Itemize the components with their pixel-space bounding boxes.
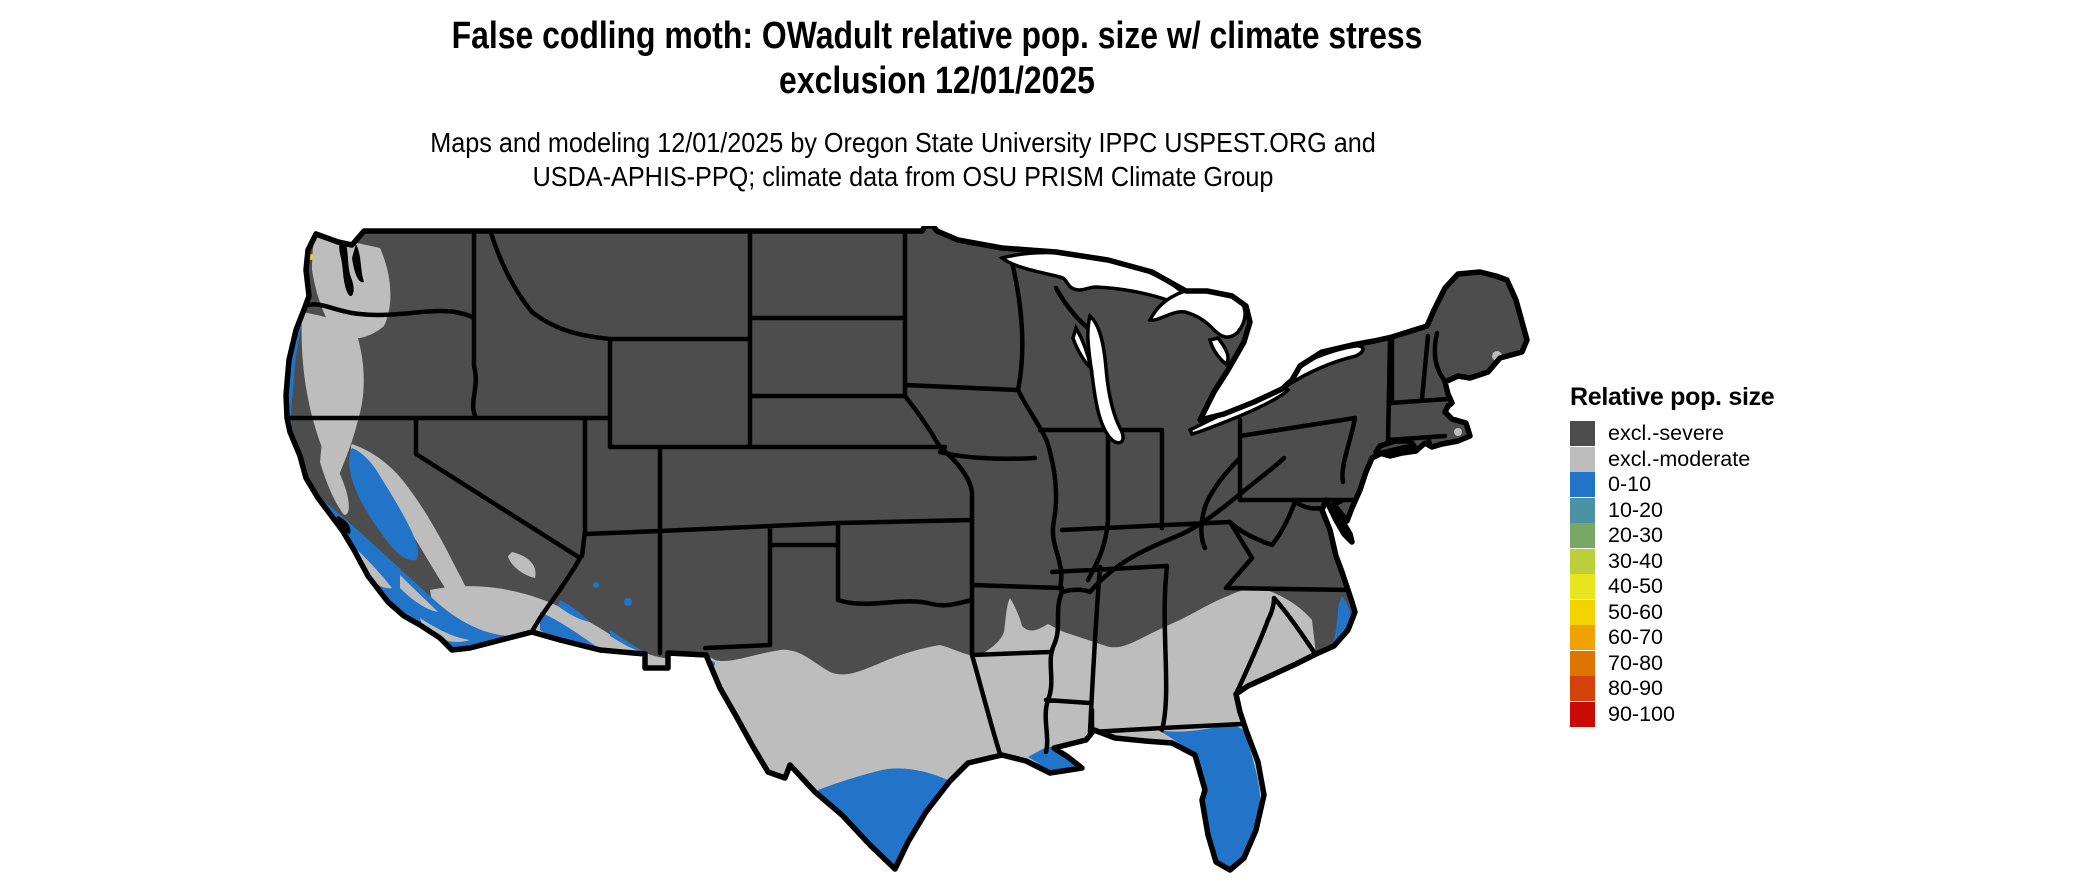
legend-swatch-3: [1570, 497, 1595, 523]
legend-swatch-10: [1570, 676, 1595, 702]
region-blue-az-speck-2: [593, 582, 599, 588]
legend-title: Relative pop. size: [1570, 383, 1775, 411]
legend-item-40-50: 40-50: [1570, 574, 1774, 600]
region-blue-keys-2: [1209, 877, 1217, 885]
legend: Relative pop. size excl.-severe excl.-mod…: [1570, 383, 1775, 727]
us-outline: [283, 223, 1530, 873]
legend-swatch-2: [1570, 472, 1595, 498]
legend-label-8: 60-70: [1608, 625, 1663, 649]
region-moderate-capecod-speck: [1454, 428, 1462, 436]
region-moderate-socal-mtn-1: [352, 545, 392, 589]
legend-swatch-9: [1570, 650, 1595, 676]
subtitle-line-1: Maps and modeling 12/01/2025 by Oregon S…: [430, 127, 1376, 158]
region-blue-delta: [1028, 746, 1082, 770]
title-line-1: False codling moth: OWadult relative pop…: [451, 15, 1423, 57]
legend-label-4: 20-30: [1608, 523, 1663, 547]
legend-swatch-6: [1570, 574, 1595, 600]
region-moderate-southwest: [430, 586, 710, 668]
region-blue-az-speck-1: [624, 598, 632, 606]
legend-item-20-30: 20-30: [1570, 523, 1774, 549]
legend-item-30-40: 30-40: [1570, 548, 1774, 575]
legend-label-7: 50-60: [1608, 599, 1663, 624]
legend-label-3: 10-20: [1608, 497, 1663, 522]
region-moderate-socal-mtn-2: [400, 575, 438, 612]
legend-swatch-8: [1570, 625, 1595, 651]
chart-title: False codling moth: OWadult relative pop…: [359, 14, 1515, 104]
legend-label-6: 40-50: [1608, 574, 1663, 598]
legend-item-excl.-moderate: excl.-moderate: [1570, 446, 1774, 473]
legend-swatch-4: [1570, 523, 1595, 549]
region-blue-keys-4: [1182, 881, 1188, 887]
legend-swatch-7: [1570, 599, 1595, 625]
region-blue-keys-1: [1196, 872, 1204, 880]
us-map-svg: [283, 223, 1530, 887]
region-blue-florida: [1158, 724, 1260, 870]
legend-item-90-100: 90-100: [1570, 701, 1774, 728]
legend-item-0-10: 0-10: [1570, 472, 1774, 498]
legend-label-10: 80-90: [1608, 676, 1663, 700]
title-line-2: exclusion 12/01/2025: [779, 60, 1095, 102]
legend-item-70-80: 70-80: [1570, 650, 1774, 677]
region-blue-outer-banks: [1332, 596, 1351, 648]
chart-subtitle: Maps and modeling 12/01/2025 by Oregon S…: [378, 126, 1429, 194]
legend-item-10-20: 10-20: [1570, 497, 1774, 524]
legend-label-2: 0-10: [1608, 472, 1652, 496]
region-moderate-ca-coast-range: [320, 440, 349, 515]
legend-label-5: 30-40: [1608, 548, 1663, 573]
us-map: [228, 223, 1563, 892]
region-blue-keys-3: [1223, 875, 1229, 881]
legend-swatch-1: [1570, 446, 1595, 472]
legend-item-excl.-severe: excl.-severe: [1570, 421, 1774, 447]
green-bay: [1071, 323, 1094, 373]
legend-swatch-0: [1570, 421, 1595, 447]
legend-swatch-5: [1570, 548, 1595, 574]
region-moderate-maine-speck-2: [1506, 360, 1514, 368]
state-borders: [286, 226, 1451, 757]
region-blue-arizona-2: [558, 600, 590, 622]
legend-label-11: 90-100: [1608, 701, 1675, 726]
legend-label-0: excl.-severe: [1608, 421, 1724, 445]
region-blue-arizona: [540, 612, 640, 666]
puget-sound-2: [352, 244, 364, 283]
legend-label-1: excl.-moderate: [1608, 446, 1751, 471]
region-moderate-oregon-valley: [301, 312, 364, 478]
legend-item-50-60: 50-60: [1570, 599, 1774, 626]
legend-swatch-11: [1570, 701, 1595, 727]
legend-item-60-70: 60-70: [1570, 625, 1774, 651]
region-blue-ca-valley: [349, 448, 419, 561]
legend-label-9: 70-80: [1608, 650, 1663, 675]
legend-rows: excl.-severe excl.-moderate 0-10 10-20 20-30…: [1570, 421, 1774, 727]
puget-sound: [339, 238, 354, 297]
saginaw-bay: [1207, 336, 1230, 367]
region-moderate-vegas: [508, 552, 536, 578]
subtitle-line-2: USDA-APHIS-PPQ; climate data from OSU PR…: [532, 161, 1274, 192]
legend-item-80-90: 80-90: [1570, 676, 1774, 702]
